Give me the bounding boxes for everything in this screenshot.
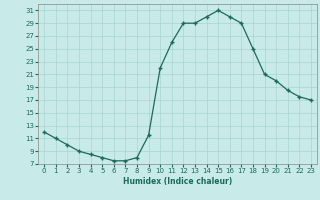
X-axis label: Humidex (Indice chaleur): Humidex (Indice chaleur): [123, 177, 232, 186]
